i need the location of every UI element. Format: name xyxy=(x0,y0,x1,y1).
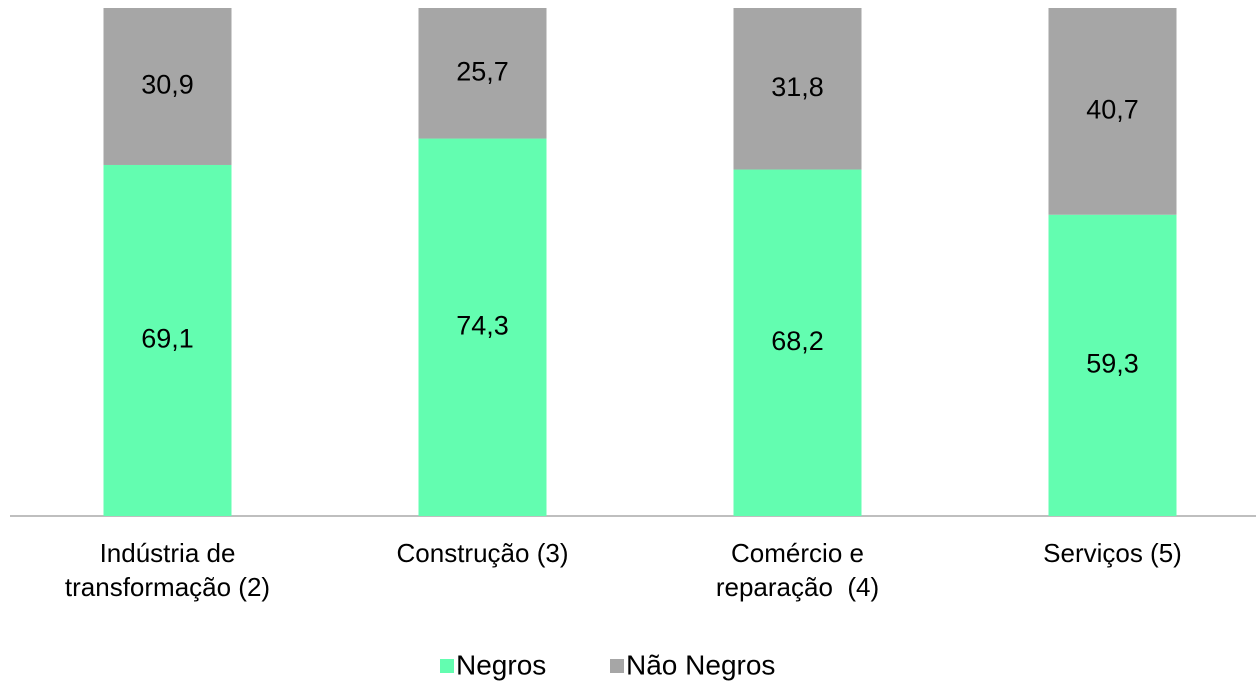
bar-segment xyxy=(733,8,862,170)
x-tick-label: Indústria de transformação (2) xyxy=(64,538,271,602)
legend-swatch xyxy=(610,659,624,673)
legend-label: Não Negros xyxy=(626,649,775,680)
bar-segment xyxy=(103,164,232,517)
bar-segment xyxy=(103,8,232,165)
legend-swatch xyxy=(440,659,454,673)
bar-segment xyxy=(1048,8,1177,215)
data-label: 74,3 xyxy=(456,310,509,340)
bar-segment xyxy=(733,169,862,516)
data-label: 40,7 xyxy=(1086,95,1139,125)
data-label: 69,1 xyxy=(141,324,194,354)
data-label: 68,2 xyxy=(771,326,824,356)
x-tick-label: Comércio e reparação (4) xyxy=(715,538,880,602)
data-label: 30,9 xyxy=(141,70,194,100)
data-label: 25,7 xyxy=(456,56,509,86)
bar-segment xyxy=(1048,214,1177,517)
x-tick-label: Construção (3) xyxy=(396,538,569,568)
bar-segment xyxy=(418,8,547,139)
bar-segment xyxy=(418,138,547,516)
legend-label: Negros xyxy=(456,649,546,680)
data-label: 59,3 xyxy=(1086,349,1139,379)
x-tick-label: Serviços (5) xyxy=(1043,538,1182,568)
data-label: 31,8 xyxy=(771,72,824,102)
